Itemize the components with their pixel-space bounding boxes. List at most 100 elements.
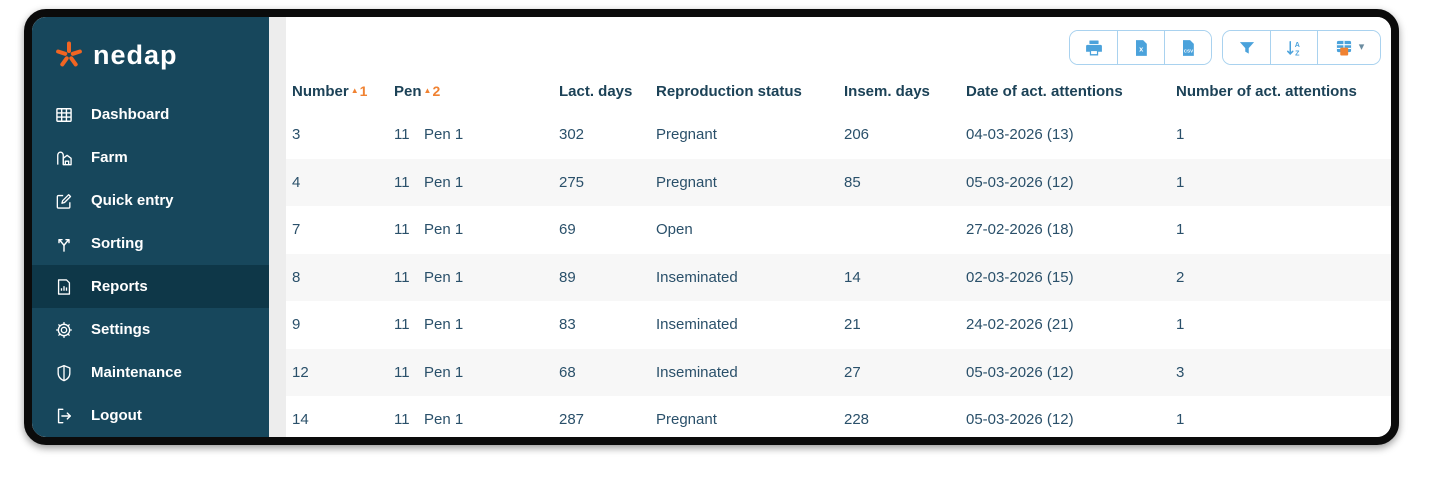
cell-pen: 11 Pen 1 [394, 269, 559, 286]
sidebar-item-label: Quick entry [91, 192, 174, 209]
cell-insem-days: 14 [844, 268, 861, 286]
cell-insem-days: 228 [844, 411, 870, 429]
shield-icon [54, 363, 74, 383]
cell-number: 3 [292, 126, 301, 144]
cell-number-of-act-attentions: 1 [1176, 411, 1185, 429]
cell-date-of-act-attentions: 05-03-2026 (12) [966, 173, 1074, 191]
logout-icon [54, 406, 74, 426]
svg-text:x: x [1139, 44, 1144, 53]
sidebar-item-label: Settings [91, 321, 151, 338]
edit-icon [54, 191, 74, 211]
cell-number: 8 [292, 268, 301, 286]
cell-number-of-act-attentions: 3 [1176, 363, 1185, 381]
table-row[interactable]: 9 11 Pen 1 83 Inseminated 21 24-02-2026 (… [286, 301, 1391, 349]
table-row[interactable]: 14 11 Pen 1 287 Pregnant 228 05-03-2026 (… [286, 396, 1391, 437]
cell-date-of-act-attentions: 05-03-2026 (12) [966, 363, 1074, 381]
sidebar-nav: Dashboard Farm Quick entry Sorting Repor… [32, 93, 269, 437]
toolbar-button-group-1: x CSV [1069, 30, 1212, 65]
sort-split-icon [54, 234, 74, 254]
column-header-label: Insem. days [844, 83, 930, 100]
cell-number: 9 [292, 316, 301, 334]
cell-number-of-act-attentions: 1 [1176, 126, 1185, 144]
report-document-icon [54, 277, 74, 297]
column-header-lact-days[interactable]: Lact. days [559, 83, 656, 111]
pen-number: 11 [394, 221, 410, 239]
pen-number: 11 [394, 126, 410, 144]
cell-insem-days: 21 [844, 316, 861, 334]
pen-number: 11 [394, 268, 410, 286]
cell-reproduction-status: Pregnant [656, 173, 717, 191]
sort-order-number: 2 [432, 83, 441, 99]
gear-icon [54, 320, 74, 340]
sidebar-item-settings[interactable]: Settings [32, 308, 269, 351]
pen-name: Pen 1 [424, 363, 464, 381]
sidebar-item-reports[interactable]: Reports [32, 265, 269, 308]
cell-pen: 11 Pen 1 [394, 411, 559, 428]
table-row[interactable]: 3 11 Pen 1 302 Pregnant 206 04-03-2026 (1… [286, 111, 1391, 159]
sort-arrow-up-icon: ▲ [350, 86, 359, 95]
sidebar-item-label: Reports [91, 278, 148, 295]
table-row[interactable]: 12 11 Pen 1 68 Inseminated 27 05-03-2026 … [286, 348, 1391, 396]
sidebar-item-quick-entry[interactable]: Quick entry [32, 179, 269, 222]
column-header-pen[interactable]: Pen ▲2 [394, 83, 559, 111]
sort-order-number: 1 [359, 83, 368, 99]
nedap-star-icon [56, 41, 82, 67]
table-row[interactable]: 7 11 Pen 1 69 Open 27-02-2026 (18) 1 [286, 206, 1391, 254]
sidebar-item-sorting[interactable]: Sorting [32, 222, 269, 265]
pen-name: Pen 1 [424, 173, 464, 191]
table-row[interactable]: 4 11 Pen 1 275 Pregnant 85 05-03-2026 (12… [286, 158, 1391, 206]
cell-lact-days: 89 [559, 268, 576, 286]
column-header-number-of-act-attentions[interactable]: Number of act. attentions [1176, 83, 1391, 111]
column-header-label: Reproduction status [656, 83, 802, 100]
cell-lact-days: 68 [559, 363, 576, 381]
column-chooser-button[interactable]: ▾ [1317, 31, 1380, 64]
column-header-number[interactable]: Number ▲1 [292, 83, 394, 111]
cell-date-of-act-attentions: 05-03-2026 (12) [966, 411, 1074, 429]
csv-export-icon: CSV [1178, 38, 1198, 58]
cell-date-of-act-attentions: 24-02-2026 (21) [966, 316, 1074, 334]
cell-number: 12 [292, 363, 309, 381]
sidebar-item-maintenance[interactable]: Maintenance [32, 351, 269, 394]
csv-export-button[interactable]: CSV [1164, 31, 1211, 64]
main-content: x CSV A Z ▾ Number ▲1 Pen ▲2 Lact. days Reproduct… [286, 17, 1391, 437]
sort-indicator-asc: ▲1 [351, 83, 368, 99]
pen-number: 11 [394, 411, 410, 429]
cell-lact-days: 275 [559, 173, 585, 191]
print-button[interactable] [1070, 31, 1117, 64]
filter-icon [1237, 38, 1257, 58]
table-row[interactable]: 8 11 Pen 1 89 Inseminated 14 02-03-2026 (… [286, 253, 1391, 301]
chevron-down-icon: ▾ [1358, 41, 1365, 53]
cell-pen: 11 Pen 1 [394, 316, 559, 333]
sidebar-item-farm[interactable]: Farm [32, 136, 269, 179]
dashboard-grid-icon [54, 105, 74, 125]
brand-logo: nedap [32, 17, 269, 93]
sidebar-item-logout[interactable]: Logout [32, 394, 269, 437]
pen-name: Pen 1 [424, 221, 464, 239]
cell-number: 4 [292, 173, 301, 191]
report-toolbar: x CSV A Z ▾ [286, 17, 1391, 65]
column-header-insem-days[interactable]: Insem. days [844, 83, 966, 111]
sidebar-item-label: Dashboard [91, 106, 170, 123]
cell-lact-days: 287 [559, 411, 585, 429]
table-header-row: Number ▲1 Pen ▲2 Lact. days Reproduction stat… [286, 65, 1391, 111]
cell-pen: 11 Pen 1 [394, 221, 559, 238]
column-header-reproduction-status[interactable]: Reproduction status [656, 83, 844, 111]
svg-text:Z: Z [1295, 49, 1300, 57]
cell-number: 7 [292, 221, 301, 239]
pen-name: Pen 1 [424, 411, 464, 429]
cell-reproduction-status: Inseminated [656, 316, 738, 334]
cell-reproduction-status: Pregnant [656, 126, 717, 144]
cell-number-of-act-attentions: 1 [1176, 221, 1185, 239]
column-chooser-icon [1334, 38, 1354, 58]
column-header-label: Number [292, 83, 349, 100]
sidebar-item-dashboard[interactable]: Dashboard [32, 93, 269, 136]
app-window: nedap Dashboard Farm Quick entry Sorting… [24, 9, 1399, 445]
column-header-date-of-act-attentions[interactable]: Date of act. attentions [966, 83, 1176, 111]
filter-button[interactable] [1223, 31, 1270, 64]
pen-number: 11 [394, 316, 410, 334]
cell-number-of-act-attentions: 1 [1176, 316, 1185, 334]
cell-number-of-act-attentions: 1 [1176, 173, 1185, 191]
excel-export-button[interactable]: x [1117, 31, 1164, 64]
